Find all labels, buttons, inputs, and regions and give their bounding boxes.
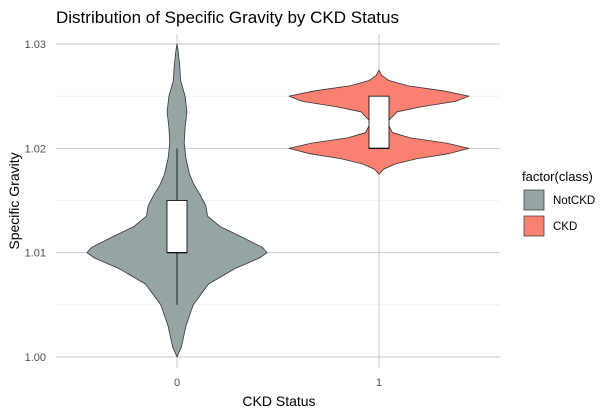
x-tick-label: 0 — [174, 377, 180, 389]
box-0 — [166, 200, 188, 254]
boxplots — [166, 95, 390, 305]
y-tick-label: 1.03 — [25, 39, 46, 51]
legend: factor(class) NotCKD CKD — [522, 169, 595, 237]
chart-title: Distribution of Specific Gravity by CKD … — [56, 8, 399, 27]
x-axis-title: CKD Status — [242, 393, 315, 409]
y-axis-title: Specific Gravity — [6, 152, 22, 249]
axis-ticks: 1.00 1.01 1.02 1.03 0 1 — [25, 39, 382, 389]
legend-swatch-notckd — [523, 189, 545, 211]
legend-title: factor(class) — [522, 169, 593, 184]
y-tick-label: 1.02 — [25, 143, 46, 155]
x-tick-label: 1 — [376, 377, 382, 389]
box-1 — [368, 95, 390, 149]
legend-label: CKD — [553, 221, 577, 233]
grid — [56, 34, 500, 368]
legend-label: NotCKD — [553, 195, 595, 207]
legend-swatch-ckd — [523, 215, 545, 237]
y-tick-label: 1.00 — [25, 352, 46, 364]
y-tick-label: 1.01 — [25, 248, 46, 260]
